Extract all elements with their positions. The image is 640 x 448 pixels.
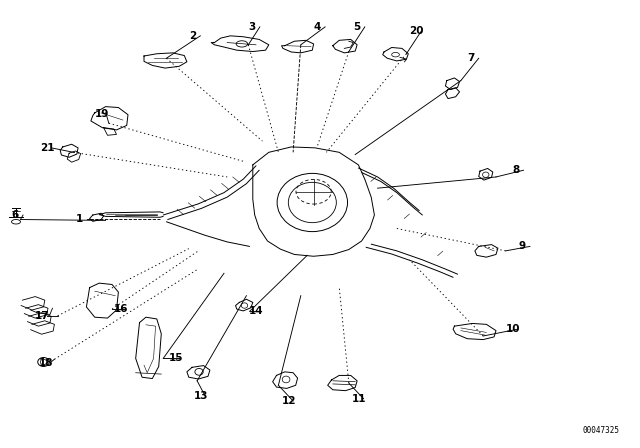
Text: 10: 10 [506,324,520,334]
Text: 21: 21 [40,143,54,153]
Text: 17: 17 [35,311,50,321]
Text: 5: 5 [353,22,360,32]
Text: 9: 9 [518,241,525,251]
Text: 6: 6 [12,210,19,220]
Text: 18: 18 [38,358,53,368]
Text: 14: 14 [248,306,263,316]
Text: 16: 16 [114,304,129,314]
Text: 19: 19 [95,109,109,119]
Text: 00047325: 00047325 [582,426,620,435]
Text: 3: 3 [248,22,255,32]
Text: 15: 15 [168,353,183,363]
Text: 11: 11 [352,394,367,404]
Text: 4: 4 [314,22,321,32]
Text: 13: 13 [194,392,209,401]
Text: 20: 20 [410,26,424,36]
Text: 8: 8 [512,165,519,175]
Text: 12: 12 [282,396,296,406]
Text: 2: 2 [189,31,196,41]
Text: 7: 7 [467,53,475,63]
Text: 1: 1 [76,214,83,224]
